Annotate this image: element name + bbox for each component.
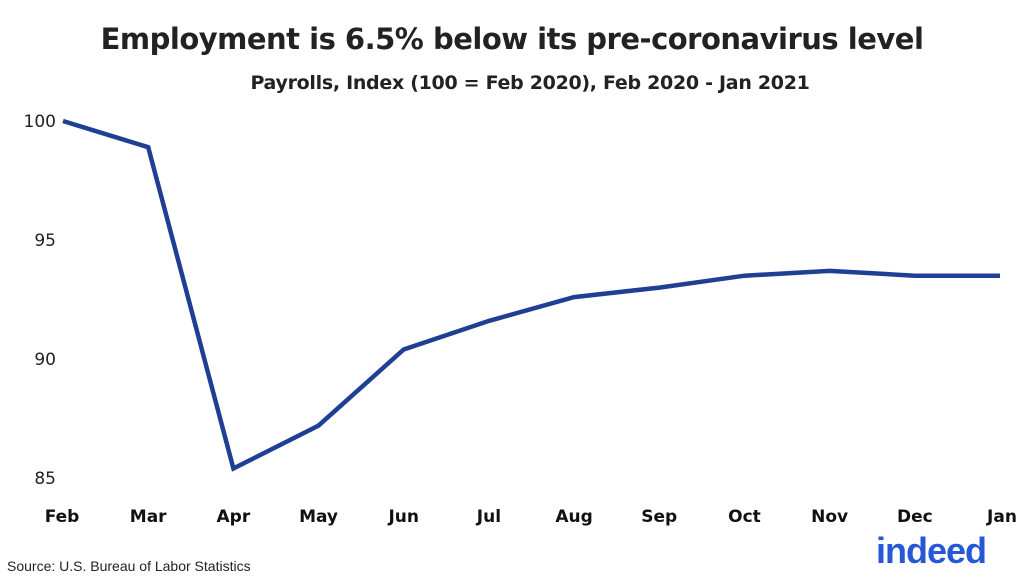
x-tick-label: May xyxy=(299,507,338,527)
chart-title: Employment is 6.5% below its pre-coronav… xyxy=(100,22,924,56)
x-tick-label: Aug xyxy=(555,507,592,527)
x-tick-label: Mar xyxy=(130,507,167,527)
payrolls-line xyxy=(62,118,1000,472)
x-tick-label: Oct xyxy=(728,507,761,527)
source-note: Source: U.S. Bureau of Labor Statistics xyxy=(7,558,251,574)
x-tick-label: Jul xyxy=(476,507,501,527)
x-tick-label: Sep xyxy=(641,507,677,527)
x-tick-label: Dec xyxy=(897,507,933,527)
y-tick-label: 90 xyxy=(34,350,56,370)
x-tick-label: Apr xyxy=(217,507,251,527)
x-tick-label: Nov xyxy=(811,507,848,527)
x-axis-ticks: Feb Mar Apr May Jun Jul Aug Sep Oct Nov Dec Jan xyxy=(45,507,1017,527)
y-tick-label: 100 xyxy=(24,112,56,132)
y-tick-label: 95 xyxy=(34,231,56,251)
y-tick-label: 85 xyxy=(34,469,56,489)
x-tick-label: Jun xyxy=(387,507,419,527)
x-tick-label: Jan xyxy=(986,507,1017,527)
y-axis-ticks: 85 90 95 100 xyxy=(24,112,56,489)
chart-subtitle: Payrolls, Index (100 = Feb 2020), Feb 20… xyxy=(250,72,810,94)
indeed-logo: indeed xyxy=(876,530,987,571)
x-tick-label: Feb xyxy=(45,507,80,527)
